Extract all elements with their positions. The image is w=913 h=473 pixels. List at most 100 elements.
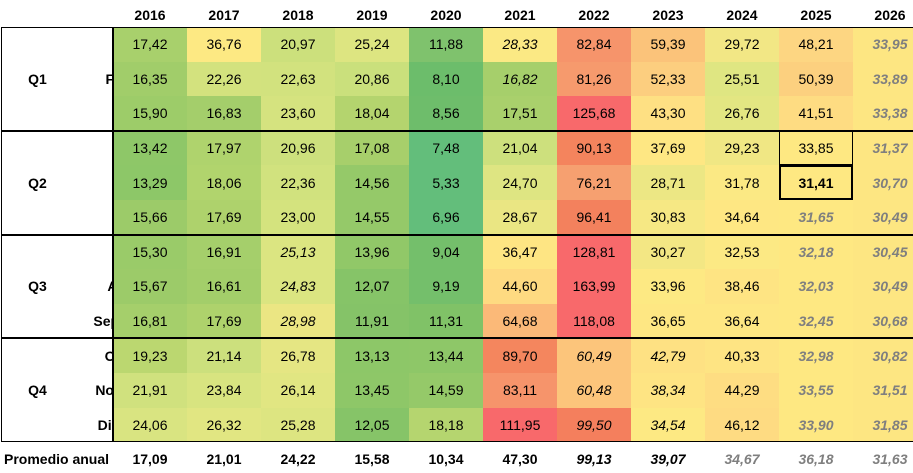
data-cell[interactable]: 41,51 [779, 96, 853, 131]
data-cell[interactable]: 16,91 [187, 234, 261, 270]
average-cell[interactable]: 36,18 [798, 451, 834, 468]
data-cell[interactable]: 28,98 [261, 303, 335, 339]
data-cell[interactable]: 13,13 [335, 338, 409, 373]
data-cell[interactable]: 16,61 [187, 269, 261, 304]
data-cell[interactable]: 46,12 [705, 407, 779, 443]
data-cell[interactable]: 96,41 [557, 200, 631, 235]
data-cell[interactable]: 32,98 [779, 338, 853, 373]
data-cell[interactable]: 15,30 [113, 234, 187, 270]
average-cell[interactable]: 34,67 [724, 451, 760, 468]
data-cell[interactable]: 128,81 [557, 234, 631, 270]
data-cell[interactable]: 64,68 [483, 303, 557, 339]
data-cell[interactable]: 19,23 [113, 338, 187, 373]
average-cell[interactable]: 39,07 [650, 451, 686, 468]
data-cell[interactable]: 16,35 [113, 61, 187, 97]
data-cell[interactable]: 12,07 [335, 269, 409, 304]
data-cell[interactable]: 30,27 [631, 234, 705, 270]
data-cell[interactable]: 30,82 [853, 338, 913, 373]
data-cell[interactable]: 32,53 [705, 234, 779, 270]
data-cell[interactable]: 125,68 [557, 96, 631, 131]
data-cell[interactable]: 76,21 [557, 165, 631, 200]
data-cell[interactable]: 43,30 [631, 96, 705, 131]
data-cell[interactable]: 99,50 [557, 407, 631, 443]
data-cell[interactable]: 20,86 [335, 61, 409, 97]
data-cell[interactable]: 13,42 [113, 130, 187, 166]
data-cell[interactable]: 31,37 [853, 130, 913, 166]
data-cell[interactable]: 44,29 [705, 373, 779, 408]
data-cell[interactable]: 28,33 [483, 27, 557, 62]
data-cell[interactable]: 9,19 [409, 269, 483, 304]
data-cell[interactable]: 31,65 [779, 200, 853, 235]
data-cell[interactable]: 14,55 [335, 200, 409, 235]
data-cell[interactable]: 14,59 [409, 373, 483, 408]
data-cell[interactable]: 20,97 [261, 27, 335, 62]
data-cell[interactable]: 26,78 [261, 338, 335, 373]
data-cell[interactable]: 8,10 [409, 61, 483, 97]
data-cell[interactable]: 34,64 [705, 200, 779, 235]
data-cell[interactable]: 28,67 [483, 200, 557, 235]
data-cell[interactable]: 25,24 [335, 27, 409, 62]
data-cell[interactable]: 38,34 [631, 373, 705, 408]
data-cell[interactable]: 13,44 [409, 338, 483, 373]
data-cell[interactable]: 13,29 [113, 165, 187, 200]
data-cell[interactable]: 31,41 [779, 165, 853, 200]
average-cell[interactable]: 24,22 [280, 451, 316, 468]
data-cell[interactable]: 11,91 [335, 303, 409, 339]
average-cell[interactable]: 21,01 [206, 451, 242, 468]
data-cell[interactable]: 15,67 [113, 269, 187, 304]
data-cell[interactable]: 60,48 [557, 373, 631, 408]
data-cell[interactable]: 9,04 [409, 234, 483, 270]
data-cell[interactable]: 82,84 [557, 27, 631, 62]
data-cell[interactable]: 31,51 [853, 373, 913, 408]
average-cell[interactable]: 15,58 [354, 451, 390, 468]
average-cell[interactable]: 17,09 [132, 451, 168, 468]
data-cell[interactable]: 37,69 [631, 130, 705, 166]
data-cell[interactable]: 17,69 [187, 200, 261, 235]
data-cell[interactable]: 12,05 [335, 407, 409, 443]
data-cell[interactable]: 17,42 [113, 27, 187, 62]
data-cell[interactable]: 42,79 [631, 338, 705, 373]
data-cell[interactable]: 83,11 [483, 373, 557, 408]
data-cell[interactable]: 17,51 [483, 96, 557, 131]
data-cell[interactable]: 18,18 [409, 407, 483, 443]
data-cell[interactable]: 5,33 [409, 165, 483, 200]
data-cell[interactable]: 24,06 [113, 407, 187, 443]
data-cell[interactable]: 16,81 [113, 303, 187, 339]
data-cell[interactable]: 7,48 [409, 130, 483, 166]
data-cell[interactable]: 30,49 [853, 269, 913, 304]
data-cell[interactable]: 17,08 [335, 130, 409, 166]
data-cell[interactable]: 44,60 [483, 269, 557, 304]
data-cell[interactable]: 26,32 [187, 407, 261, 443]
data-cell[interactable]: 31,78 [705, 165, 779, 200]
average-cell[interactable]: 47,30 [502, 451, 538, 468]
data-cell[interactable]: 36,65 [631, 303, 705, 339]
data-cell[interactable]: 30,70 [853, 165, 913, 200]
data-cell[interactable]: 30,68 [853, 303, 913, 339]
data-cell[interactable]: 59,39 [631, 27, 705, 62]
data-cell[interactable]: 81,26 [557, 61, 631, 97]
data-cell[interactable]: 31,85 [853, 407, 913, 443]
data-cell[interactable]: 36,76 [187, 27, 261, 62]
data-cell[interactable]: 17,69 [187, 303, 261, 339]
data-cell[interactable]: 25,51 [705, 61, 779, 97]
data-cell[interactable]: 33,95 [853, 27, 913, 62]
data-cell[interactable]: 16,82 [483, 61, 557, 97]
data-cell[interactable]: 25,13 [261, 234, 335, 270]
data-cell[interactable]: 50,39 [779, 61, 853, 97]
data-cell[interactable]: 32,18 [779, 234, 853, 270]
data-cell[interactable]: 6,96 [409, 200, 483, 235]
data-cell[interactable]: 33,96 [631, 269, 705, 304]
data-cell[interactable]: 36,64 [705, 303, 779, 339]
data-cell[interactable]: 48,21 [779, 27, 853, 62]
data-cell[interactable]: 33,85 [779, 130, 853, 166]
data-cell[interactable]: 21,91 [113, 373, 187, 408]
data-cell[interactable]: 33,38 [853, 96, 913, 131]
data-cell[interactable]: 22,26 [187, 61, 261, 97]
data-cell[interactable]: 34,54 [631, 407, 705, 443]
data-cell[interactable]: 36,47 [483, 234, 557, 270]
data-cell[interactable]: 13,96 [335, 234, 409, 270]
data-cell[interactable]: 8,56 [409, 96, 483, 131]
data-cell[interactable]: 24,70 [483, 165, 557, 200]
data-cell[interactable]: 18,04 [335, 96, 409, 131]
data-cell[interactable]: 25,28 [261, 407, 335, 443]
